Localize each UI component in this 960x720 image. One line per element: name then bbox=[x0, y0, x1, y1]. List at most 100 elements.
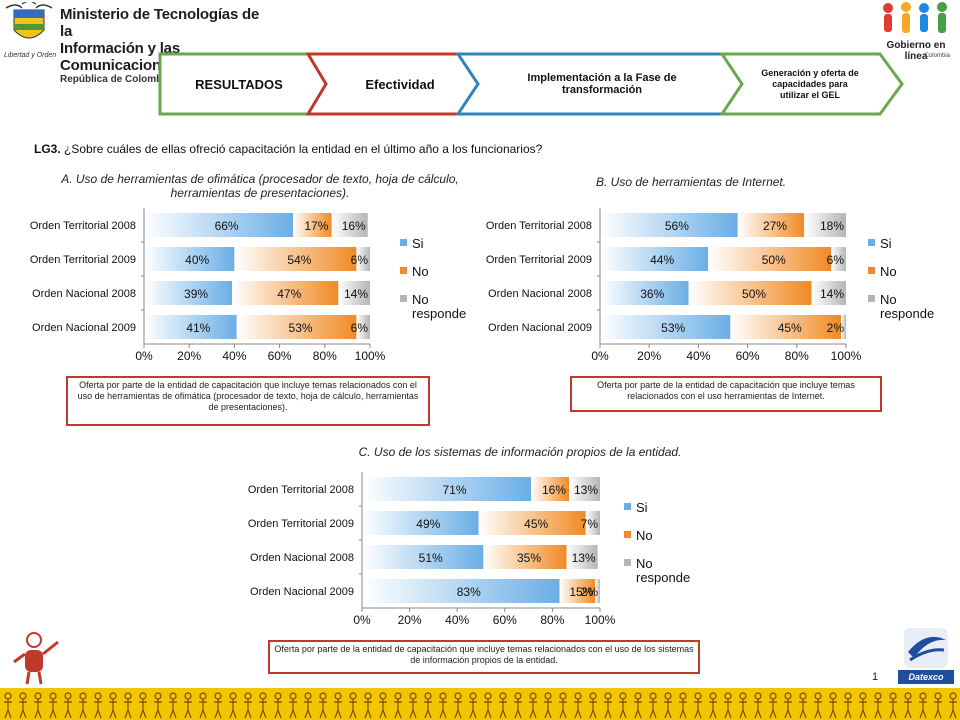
legend-label: No bbox=[636, 556, 653, 571]
bar-segment bbox=[338, 281, 370, 305]
nav-step-implementacion[interactable]: Implementación a la Fase de transformaci… bbox=[456, 52, 750, 116]
bar-segment bbox=[232, 281, 339, 305]
ministry-line3: República de Colombia bbox=[60, 74, 171, 85]
legend-label: No bbox=[636, 528, 653, 543]
data-label: 54% bbox=[287, 253, 311, 267]
bar-segment bbox=[331, 213, 368, 237]
data-label: 13% bbox=[572, 551, 596, 565]
x-tick-label: 0% bbox=[353, 613, 371, 627]
data-label: 14% bbox=[344, 287, 368, 301]
legend-label: No bbox=[880, 292, 897, 307]
nav-step-label: Generación y oferta de capacidades para … bbox=[761, 67, 859, 100]
data-label: 44% bbox=[650, 253, 674, 267]
legend-label: responde bbox=[636, 570, 690, 585]
bar-segment bbox=[688, 281, 812, 305]
data-label: 36% bbox=[640, 287, 664, 301]
x-tick-label: 60% bbox=[268, 349, 292, 363]
data-label: 6% bbox=[351, 253, 369, 267]
x-tick-label: 20% bbox=[177, 349, 201, 363]
data-label: 27% bbox=[763, 219, 787, 233]
legend-label: No bbox=[412, 264, 429, 279]
bar-segment bbox=[831, 247, 846, 271]
x-tick-label: 40% bbox=[686, 349, 710, 363]
bar-segment bbox=[600, 213, 738, 237]
nav-step-label: Implementación a la Fase de transformaci… bbox=[527, 72, 677, 96]
data-label: 2% bbox=[827, 321, 845, 335]
bar-segment bbox=[804, 213, 846, 237]
data-label: 6% bbox=[827, 253, 845, 267]
data-label: 50% bbox=[762, 253, 786, 267]
bar-segment bbox=[483, 545, 567, 569]
coat-of-arms-icon bbox=[5, 2, 53, 39]
footer-band bbox=[0, 688, 960, 720]
bar-segment bbox=[566, 545, 598, 569]
legend-label: Si bbox=[636, 500, 648, 515]
legend-swatch bbox=[624, 559, 631, 566]
data-label: 45% bbox=[778, 321, 802, 335]
category-label: Orden Nacional 2008 bbox=[250, 552, 354, 564]
bar-segment bbox=[362, 511, 479, 535]
legend-swatch bbox=[400, 239, 407, 246]
bar-segment bbox=[144, 281, 233, 305]
data-label: 41% bbox=[186, 321, 210, 335]
x-tick-label: 80% bbox=[313, 349, 337, 363]
bar-segment bbox=[356, 247, 370, 271]
nav-step-generacion[interactable]: Generación y oferta de capacidades para … bbox=[720, 52, 904, 116]
data-label: 66% bbox=[215, 219, 239, 233]
legend-swatch bbox=[624, 531, 631, 538]
category-label: Orden Nacional 2008 bbox=[488, 288, 592, 300]
bar-segment bbox=[811, 281, 846, 305]
data-label: 83% bbox=[457, 585, 481, 599]
page-number: 1 bbox=[872, 671, 879, 683]
chart-b-title: B. Uso de herramientas de Internet. bbox=[596, 175, 787, 189]
datexco-swirl-icon bbox=[904, 628, 948, 668]
bar-segment bbox=[708, 247, 832, 271]
bar-segment bbox=[585, 511, 600, 535]
category-label: Orden Territorial 2008 bbox=[248, 484, 354, 496]
category-label: Orden Nacional 2009 bbox=[250, 586, 354, 598]
x-tick-label: 0% bbox=[135, 349, 153, 363]
data-label: 71% bbox=[442, 483, 466, 497]
category-label: Orden Nacional 2008 bbox=[32, 288, 136, 300]
data-label: 35% bbox=[517, 551, 541, 565]
chart-b: Orden Territorial 2008 56% 27% 18% Orden Ter… bbox=[486, 208, 934, 363]
x-tick-label: 100% bbox=[585, 613, 616, 627]
motto-text: Libertad y Orden bbox=[4, 52, 57, 59]
ministry-logo: Libertad y Orden Ministerio de Tecnologí… bbox=[0, 0, 259, 85]
x-tick-label: 60% bbox=[493, 613, 517, 627]
gel-logo-line2: Colombia bbox=[924, 53, 950, 59]
data-label: 53% bbox=[289, 321, 313, 335]
category-label: Orden Nacional 2009 bbox=[32, 322, 136, 334]
data-label: 16% bbox=[542, 483, 566, 497]
gel-logo: Gobierno en línea Colombia bbox=[876, 2, 956, 64]
bar-segment bbox=[478, 511, 586, 535]
bar-segment bbox=[569, 477, 600, 501]
data-label: 15% bbox=[569, 585, 593, 599]
data-label: 56% bbox=[665, 219, 689, 233]
legend-swatch bbox=[400, 267, 407, 274]
category-label: Orden Territorial 2009 bbox=[248, 518, 354, 530]
ministry-line2: Información y las Comunicaciones bbox=[60, 40, 180, 74]
ministry-line1: Ministerio de Tecnologías de la bbox=[60, 6, 260, 40]
legend-label: No bbox=[412, 292, 429, 307]
bar-segment bbox=[362, 545, 484, 569]
bar-segment bbox=[530, 477, 570, 501]
legend-label: responde bbox=[880, 306, 934, 321]
data-label: 14% bbox=[820, 287, 844, 301]
category-label: Orden Nacional 2009 bbox=[488, 322, 592, 334]
legend-swatch bbox=[400, 295, 407, 302]
bar-segment bbox=[730, 315, 842, 339]
bar-segment bbox=[841, 315, 846, 339]
datexco-text: Datexco bbox=[898, 670, 954, 684]
question-text: ¿Sobre cuáles de ellas ofreció capacitac… bbox=[64, 142, 543, 156]
bar-segment bbox=[362, 579, 560, 603]
data-label: 50% bbox=[742, 287, 766, 301]
data-label: 51% bbox=[419, 551, 443, 565]
x-tick-label: 20% bbox=[398, 613, 422, 627]
x-tick-label: 60% bbox=[736, 349, 760, 363]
chart-a: Orden Territorial 2008 66% 17% 16% Orden Ter… bbox=[30, 208, 466, 363]
bar-segment bbox=[293, 213, 332, 237]
legend-swatch bbox=[868, 295, 875, 302]
chart-b-note: Oferta por parte de la entidad de capaci… bbox=[570, 376, 882, 412]
chart-a-title: A. Uso de herramientas de ofimática (pro… bbox=[61, 172, 459, 200]
